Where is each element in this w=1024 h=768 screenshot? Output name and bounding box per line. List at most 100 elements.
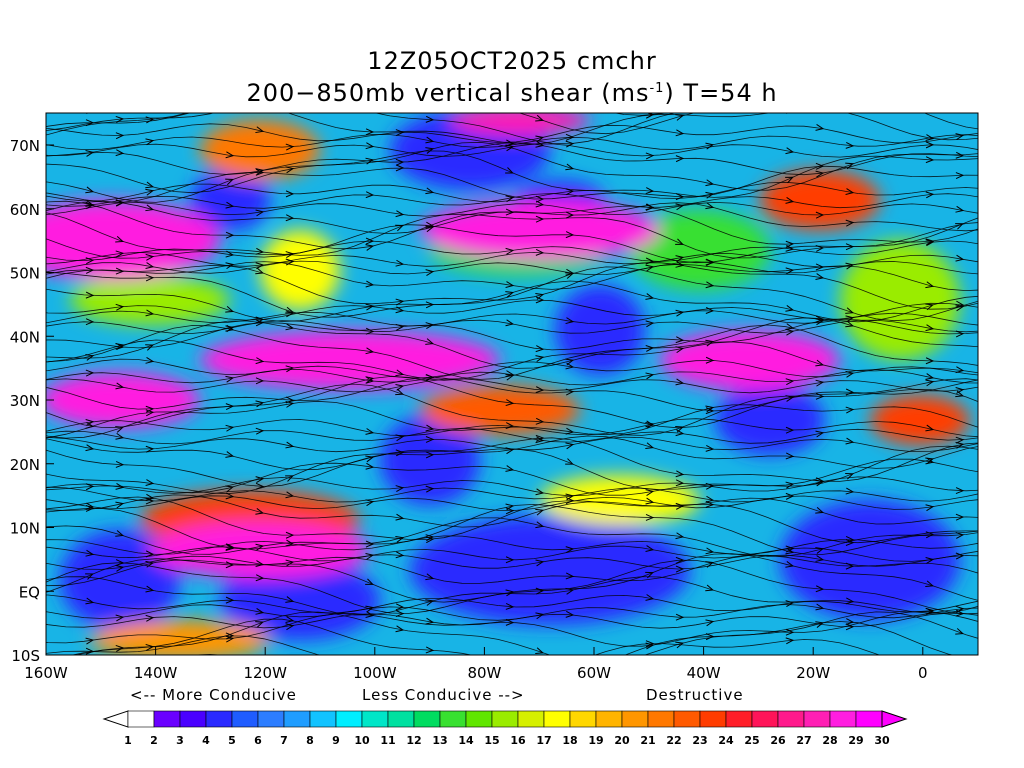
streamline-arrow <box>285 441 295 449</box>
streamline-arrow <box>225 262 235 270</box>
streamline-arrow <box>955 254 965 262</box>
colorbar-label: 9 <box>332 734 340 747</box>
streamline-arrow <box>566 668 574 675</box>
colorbar-label: 4 <box>202 734 210 747</box>
streamline-arrow <box>845 406 855 414</box>
streamline-arrow <box>535 662 543 669</box>
colorbar-cell <box>439 710 467 728</box>
streamline-arrow <box>505 556 515 564</box>
streamline <box>46 280 978 323</box>
streamline-arrow <box>705 584 715 592</box>
streamline <box>46 113 696 135</box>
streamline-arrow <box>85 647 95 655</box>
lon-tick-label: 120W <box>243 664 287 682</box>
streamline-arrow <box>425 136 435 144</box>
streamline-arrow <box>815 170 825 178</box>
streamline-arrow <box>645 640 655 648</box>
streamline <box>70 618 955 655</box>
streamline-arrow <box>815 585 825 593</box>
streamline-arrow <box>395 259 405 267</box>
streamline-arrow <box>535 114 545 122</box>
colorbar-label: 7 <box>280 734 288 747</box>
streamline-arrow <box>535 434 545 442</box>
streamline-arrow <box>955 172 965 180</box>
streamline-arrow <box>785 481 795 489</box>
colorbar-cell <box>231 710 259 728</box>
streamline-arrow <box>286 86 294 93</box>
streamline-arrow <box>85 119 95 127</box>
colorbar-high-arrow <box>881 710 908 728</box>
streamline-arrow <box>675 378 685 386</box>
streamline-arrow <box>225 178 234 186</box>
streamline-arrow <box>675 336 685 344</box>
streamline <box>46 222 978 264</box>
streamline-arrow <box>645 571 654 579</box>
streamline-arrow <box>675 532 685 540</box>
streamline-arrow <box>925 531 935 539</box>
streamline-arrow <box>955 300 965 308</box>
streamline-arrow <box>365 327 375 335</box>
streamline-arrow <box>815 430 825 438</box>
streamline-arrow <box>425 534 435 542</box>
streamline-arrow <box>145 116 155 124</box>
streamline-arrow <box>255 574 265 582</box>
streamline-arrow <box>926 81 933 87</box>
streamline-arrow <box>925 238 935 246</box>
streamline <box>46 553 978 603</box>
streamline-arrow <box>565 133 575 141</box>
streamline-arrow <box>645 513 655 521</box>
streamline <box>46 201 978 217</box>
lon-tick-label: 20W <box>796 664 830 682</box>
streamline-arrow <box>645 203 655 211</box>
streamline-arrow <box>675 255 685 262</box>
streamline-arrow <box>565 497 575 505</box>
streamline-arrow <box>285 596 295 603</box>
colorbar-cell <box>647 710 675 728</box>
streamline-arrow <box>115 426 125 433</box>
streamline-arrow <box>115 382 125 390</box>
streamline-arrow <box>365 499 375 507</box>
colorbar-label: 26 <box>770 734 786 747</box>
streamline <box>46 554 978 587</box>
streamline-arrow <box>925 324 935 332</box>
streamline-arrow <box>145 643 155 651</box>
streamline <box>46 400 978 439</box>
colorbar-cell <box>595 710 623 728</box>
streamline-arrow <box>145 479 155 487</box>
colorbar-cell <box>777 710 805 728</box>
streamline-arrow <box>365 611 375 618</box>
streamline-arrow <box>395 434 405 442</box>
streamline-arrow <box>115 644 125 652</box>
streamline-arrow <box>925 580 935 588</box>
streamline-arrow <box>705 500 715 508</box>
streamline-arrow <box>845 437 855 445</box>
streamline-arrow <box>395 383 405 391</box>
streamline-arrow <box>565 211 575 219</box>
streamline <box>46 378 978 394</box>
colorbar-label: 11 <box>380 734 395 747</box>
streamline-arrow <box>845 539 855 546</box>
streamline-arrow <box>85 483 95 491</box>
streamline-arrow <box>535 248 545 256</box>
streamline-arrow <box>785 426 795 434</box>
streamline-arrow <box>115 530 125 537</box>
streamline-arrow <box>505 291 515 298</box>
streamline <box>46 594 978 614</box>
streamline-arrow <box>705 444 715 452</box>
colorbar-cell <box>205 710 233 728</box>
streamline-arrow <box>845 487 855 495</box>
streamline-arrow <box>505 319 515 327</box>
colorbar-cell <box>465 710 493 728</box>
streamline-arrow <box>225 306 235 313</box>
streamline-arrow <box>255 357 265 365</box>
streamline-arrow <box>85 186 95 194</box>
streamline-arrow <box>815 211 825 219</box>
colorbar-cell <box>335 710 363 728</box>
streamline-arrow <box>225 201 235 209</box>
streamline <box>46 635 881 655</box>
streamline <box>46 318 978 351</box>
streamline <box>46 339 978 381</box>
colorbar-label: 29 <box>848 734 863 747</box>
streamline-arrow <box>675 238 684 245</box>
streamline-arrow <box>285 323 295 331</box>
